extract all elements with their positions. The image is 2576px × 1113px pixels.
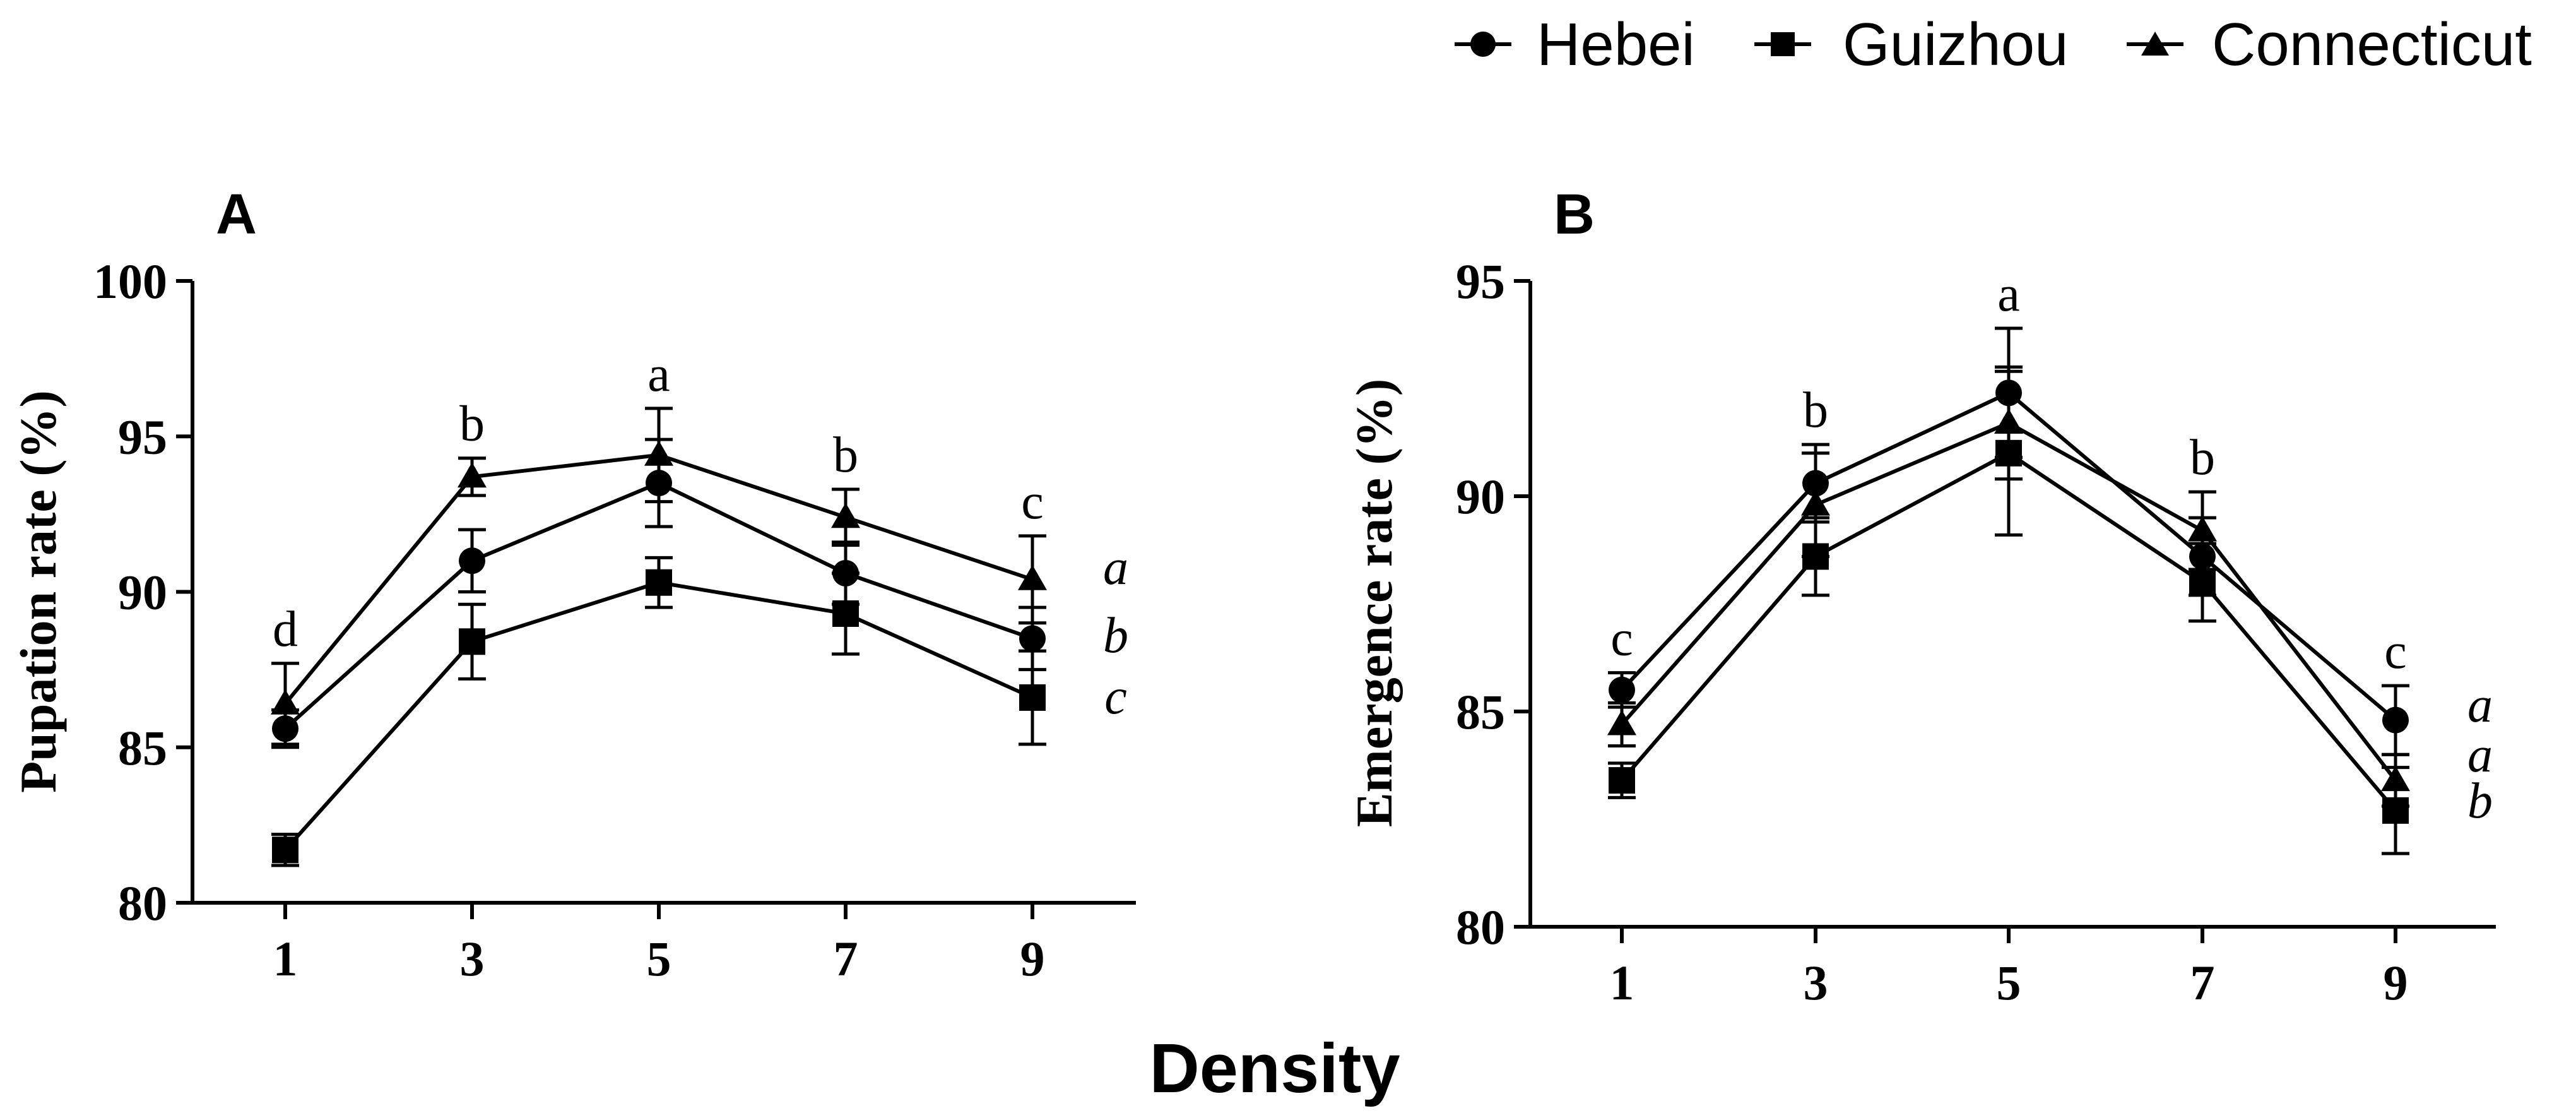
significance-letter: b: [833, 427, 858, 483]
data-point-triangle: [1801, 490, 1830, 516]
panel-b-axes: 80 85 90 95 1 3 5 7 9 Emergence rate (%): [1345, 254, 2496, 1010]
significance-letter: a: [1997, 266, 2020, 322]
legend-label-hebei: Hebei: [1537, 11, 1695, 78]
series-letter: a: [2467, 677, 2493, 733]
data-point-triangle: [1018, 564, 1047, 590]
series-line-guizhou: [283, 580, 1034, 852]
x-tick-label: 9: [1020, 931, 1045, 986]
series-letter: b: [1103, 608, 1128, 664]
y-tick-label: 80: [1456, 900, 1505, 955]
legend-marker-triangle: [2141, 32, 2169, 56]
data-point-triangle: [831, 503, 860, 528]
significance-letter: b: [1803, 383, 1828, 438]
panel-a-axes: 80 85 90 95 100 1 3 5 7 9 Pupation rate (%): [9, 254, 1136, 986]
legend: Hebei Guizhou Connecticut: [1455, 11, 2532, 78]
series-letter: b: [2467, 773, 2493, 829]
y-tick-label: 90: [118, 565, 167, 620]
legend-entry-hebei: Hebei: [1455, 11, 1695, 78]
y-tick-label: 80: [118, 876, 167, 931]
x-tick-label: 3: [1804, 955, 1828, 1010]
y-tick-label: 90: [1456, 469, 1505, 524]
data-point-square: [646, 569, 672, 596]
x-tick-label: 5: [647, 931, 671, 986]
data-point-circle: [1019, 625, 1046, 652]
legend-marker-square: [1771, 32, 1795, 56]
y-tick-label: 100: [93, 254, 167, 309]
significance-letter: c: [1021, 474, 1044, 530]
x-tick-label: 5: [1997, 955, 2021, 1010]
significance-letter: c: [1610, 611, 1633, 667]
x-axis-title: Density: [1149, 1030, 1400, 1107]
series-letter: a: [2467, 727, 2493, 783]
series-letter: a: [1103, 540, 1128, 595]
series-connecticut: [1607, 365, 2410, 808]
data-point-triangle: [458, 462, 487, 488]
series-guizhou: [271, 556, 1046, 867]
x-tick-label: 1: [1610, 955, 1634, 1010]
significance-letter: c: [2384, 624, 2407, 679]
data-point-square: [2189, 569, 2216, 596]
data-point-triangle: [644, 440, 673, 466]
y-tick-label: 85: [1456, 684, 1505, 739]
x-tick-label: 3: [460, 931, 485, 986]
data-point-square: [1609, 767, 1635, 794]
legend-marker-circle: [1470, 32, 1496, 57]
data-point-triangle: [2381, 766, 2410, 792]
y-axis-title: Pupation rate (%): [9, 390, 67, 793]
y-axis-title: Emergence rate (%): [1345, 379, 1403, 827]
significance-letter: d: [273, 602, 298, 657]
data-point-triangle: [2188, 516, 2217, 542]
data-point-square: [832, 600, 859, 627]
legend-label-connecticut: Connecticut: [2212, 11, 2532, 78]
x-tick-label: 1: [273, 931, 298, 986]
series-letter: c: [1104, 669, 1127, 725]
x-tick-label: 7: [834, 931, 858, 986]
panel-label-a: A: [216, 183, 257, 246]
y-tick-label: 85: [118, 720, 167, 775]
significance-letter: b: [2190, 430, 2215, 485]
legend-entry-guizhou: Guizhou: [1754, 11, 2069, 78]
data-point-square: [1019, 684, 1046, 711]
y-tick-label: 95: [118, 409, 167, 464]
data-point-triangle: [1994, 408, 2023, 434]
data-point-circle: [2382, 706, 2409, 734]
data-point-square: [272, 836, 298, 864]
legend-label-guizhou: Guizhou: [1843, 11, 2069, 78]
x-tick-label: 7: [2190, 955, 2215, 1010]
data-point-triangle: [1607, 710, 1636, 735]
data-point-circle: [1609, 676, 1635, 703]
y-tick-label: 95: [1456, 254, 1505, 309]
x-tick-label: 9: [2384, 955, 2408, 1010]
legend-entry-connecticut: Connecticut: [2127, 11, 2532, 78]
data-point-triangle: [271, 689, 300, 715]
panel-label-b: B: [1554, 183, 1595, 246]
data-point-circle: [459, 547, 485, 574]
significance-letter: b: [459, 396, 485, 452]
data-point-square: [459, 628, 485, 655]
significance-letter: a: [647, 347, 670, 402]
series-connecticut: [271, 407, 1047, 746]
